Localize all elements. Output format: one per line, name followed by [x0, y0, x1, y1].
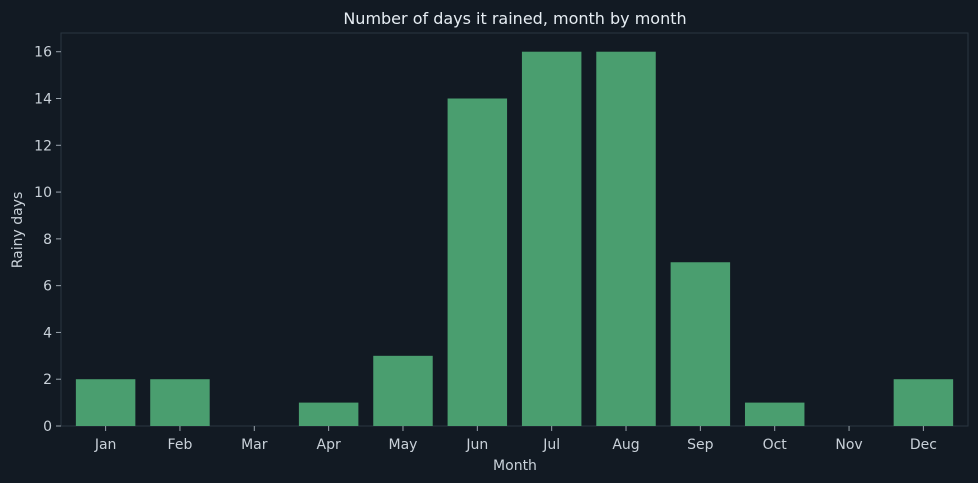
x-tick-label-may: May [389, 437, 418, 453]
x-tick-label-jul: Jul [542, 437, 560, 453]
x-tick-label-mar: Mar [241, 437, 268, 453]
y-tick-label: 14 [34, 92, 52, 108]
bar-jan [75, 379, 136, 426]
plot-frame [60, 32, 969, 427]
x-axis: Jan Feb Mar Apr May Jun Jul Aug Sep Oct Nov Dec [94, 426, 937, 453]
y-axis-label: Rainy days [10, 192, 26, 269]
x-tick-label-jan: Jan [94, 437, 117, 453]
y-tick-label: 8 [43, 232, 52, 248]
bar-aug [596, 51, 656, 427]
bar-apr [298, 402, 359, 426]
x-tick-label-dec: Dec [910, 437, 937, 453]
x-tick-label-nov: Nov [835, 437, 862, 453]
x-axis-label: Month [493, 458, 537, 474]
y-tick-label: 2 [43, 372, 52, 388]
x-tick-label-feb: Feb [168, 437, 193, 453]
bar-oct [744, 402, 805, 426]
bar-jul [521, 51, 582, 427]
bars-group [75, 51, 954, 427]
x-tick-label-jun: Jun [465, 437, 488, 453]
bar-jun [447, 98, 508, 426]
x-tick-label-aug: Aug [612, 437, 639, 453]
bar-dec [893, 379, 954, 426]
y-tick-label: 0 [43, 419, 52, 435]
y-tick-label: 12 [34, 138, 52, 154]
y-axis: 0 2 4 6 8 10 12 14 16 [34, 45, 61, 435]
x-tick-label-oct: Oct [763, 437, 788, 453]
y-tick-label: 16 [34, 45, 52, 61]
x-tick-label-sep: Sep [687, 437, 714, 453]
bar-may [373, 355, 433, 426]
chart-title: Number of days it rained, month by month [343, 9, 686, 28]
y-tick-label: 10 [34, 185, 52, 201]
x-tick-label-apr: Apr [317, 437, 341, 453]
bar-sep [670, 262, 731, 426]
y-tick-label: 6 [43, 279, 52, 295]
bar-feb [150, 379, 210, 426]
y-tick-label: 4 [43, 325, 52, 341]
